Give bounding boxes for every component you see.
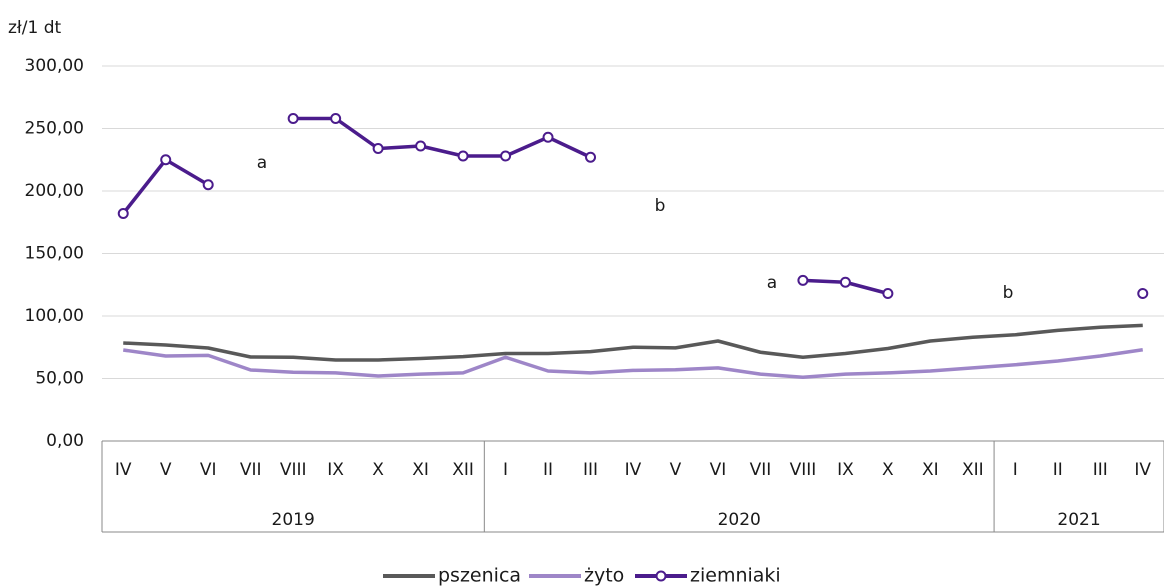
annotation: b — [1003, 283, 1014, 303]
x-tick-label: I — [1013, 460, 1018, 480]
y-axis-label: zł/1 dt — [8, 18, 61, 38]
x-tick-label: VII — [750, 460, 772, 480]
x-tick-label: IV — [625, 460, 642, 480]
legend-label: pszenica — [438, 565, 521, 586]
x-tick-label: XI — [412, 460, 429, 480]
series-marker — [457, 150, 469, 162]
x-tick-label: IX — [837, 460, 854, 480]
legend-label: żyto — [584, 565, 624, 586]
series-marker — [585, 151, 597, 163]
series-marker — [500, 150, 512, 162]
x-tick-label: XII — [962, 460, 984, 480]
x-group-label: 2021 — [1057, 510, 1100, 530]
x-tick-label: IX — [327, 460, 344, 480]
x-tick-label: X — [882, 460, 894, 480]
series-marker — [330, 113, 342, 124]
x-tick-label: II — [543, 460, 553, 480]
series-line — [122, 348, 1144, 379]
series-marker — [160, 154, 172, 166]
annotation: b — [655, 196, 666, 216]
y-tick-label: 300,00 — [25, 56, 84, 76]
x-tick-label: V — [670, 460, 682, 480]
series-marker — [117, 208, 129, 219]
y-tick-label: 50,00 — [35, 369, 84, 389]
series-line — [123, 119, 1143, 294]
x-tick-label: V — [160, 460, 172, 480]
series-marker — [542, 131, 554, 143]
y-tick-label: 250,00 — [25, 119, 84, 139]
series-marker — [202, 179, 214, 191]
x-tick-label: VIII — [790, 460, 817, 480]
x-tick-label: VIII — [280, 460, 307, 480]
series-marker — [415, 140, 427, 152]
x-tick-label: VII — [240, 460, 262, 480]
x-tick-label: VI — [710, 460, 727, 480]
annotation: a — [767, 273, 777, 293]
y-tick-label: 0,00 — [46, 431, 84, 451]
x-tick-label: IV — [1134, 460, 1151, 480]
series-marker — [839, 276, 851, 288]
legend-label: ziemniaki — [690, 565, 781, 586]
series-line — [123, 323, 1143, 362]
series-marker — [1137, 288, 1149, 299]
x-tick-label: I — [503, 460, 508, 480]
x-tick-label: III — [583, 460, 598, 480]
x-tick-label: XI — [922, 460, 939, 480]
y-tick-label: 150,00 — [25, 244, 84, 264]
y-tick-label: 200,00 — [25, 181, 84, 201]
legend-marker — [655, 570, 667, 582]
series-marker — [797, 274, 809, 286]
annotation: a — [257, 153, 267, 173]
x-tick-label: IV — [115, 460, 132, 480]
x-tick-label: III — [1093, 460, 1108, 480]
y-tick-label: 100,00 — [25, 306, 84, 326]
x-tick-label: XII — [452, 460, 474, 480]
series-marker — [287, 113, 299, 124]
x-group-label: 2019 — [272, 510, 315, 530]
x-tick-label: X — [372, 460, 384, 480]
x-group-label: 2020 — [718, 510, 761, 530]
x-tick-label: VI — [200, 460, 217, 480]
x-tick-label: II — [1053, 460, 1063, 480]
series-marker — [882, 288, 894, 299]
series-marker — [372, 143, 384, 154]
